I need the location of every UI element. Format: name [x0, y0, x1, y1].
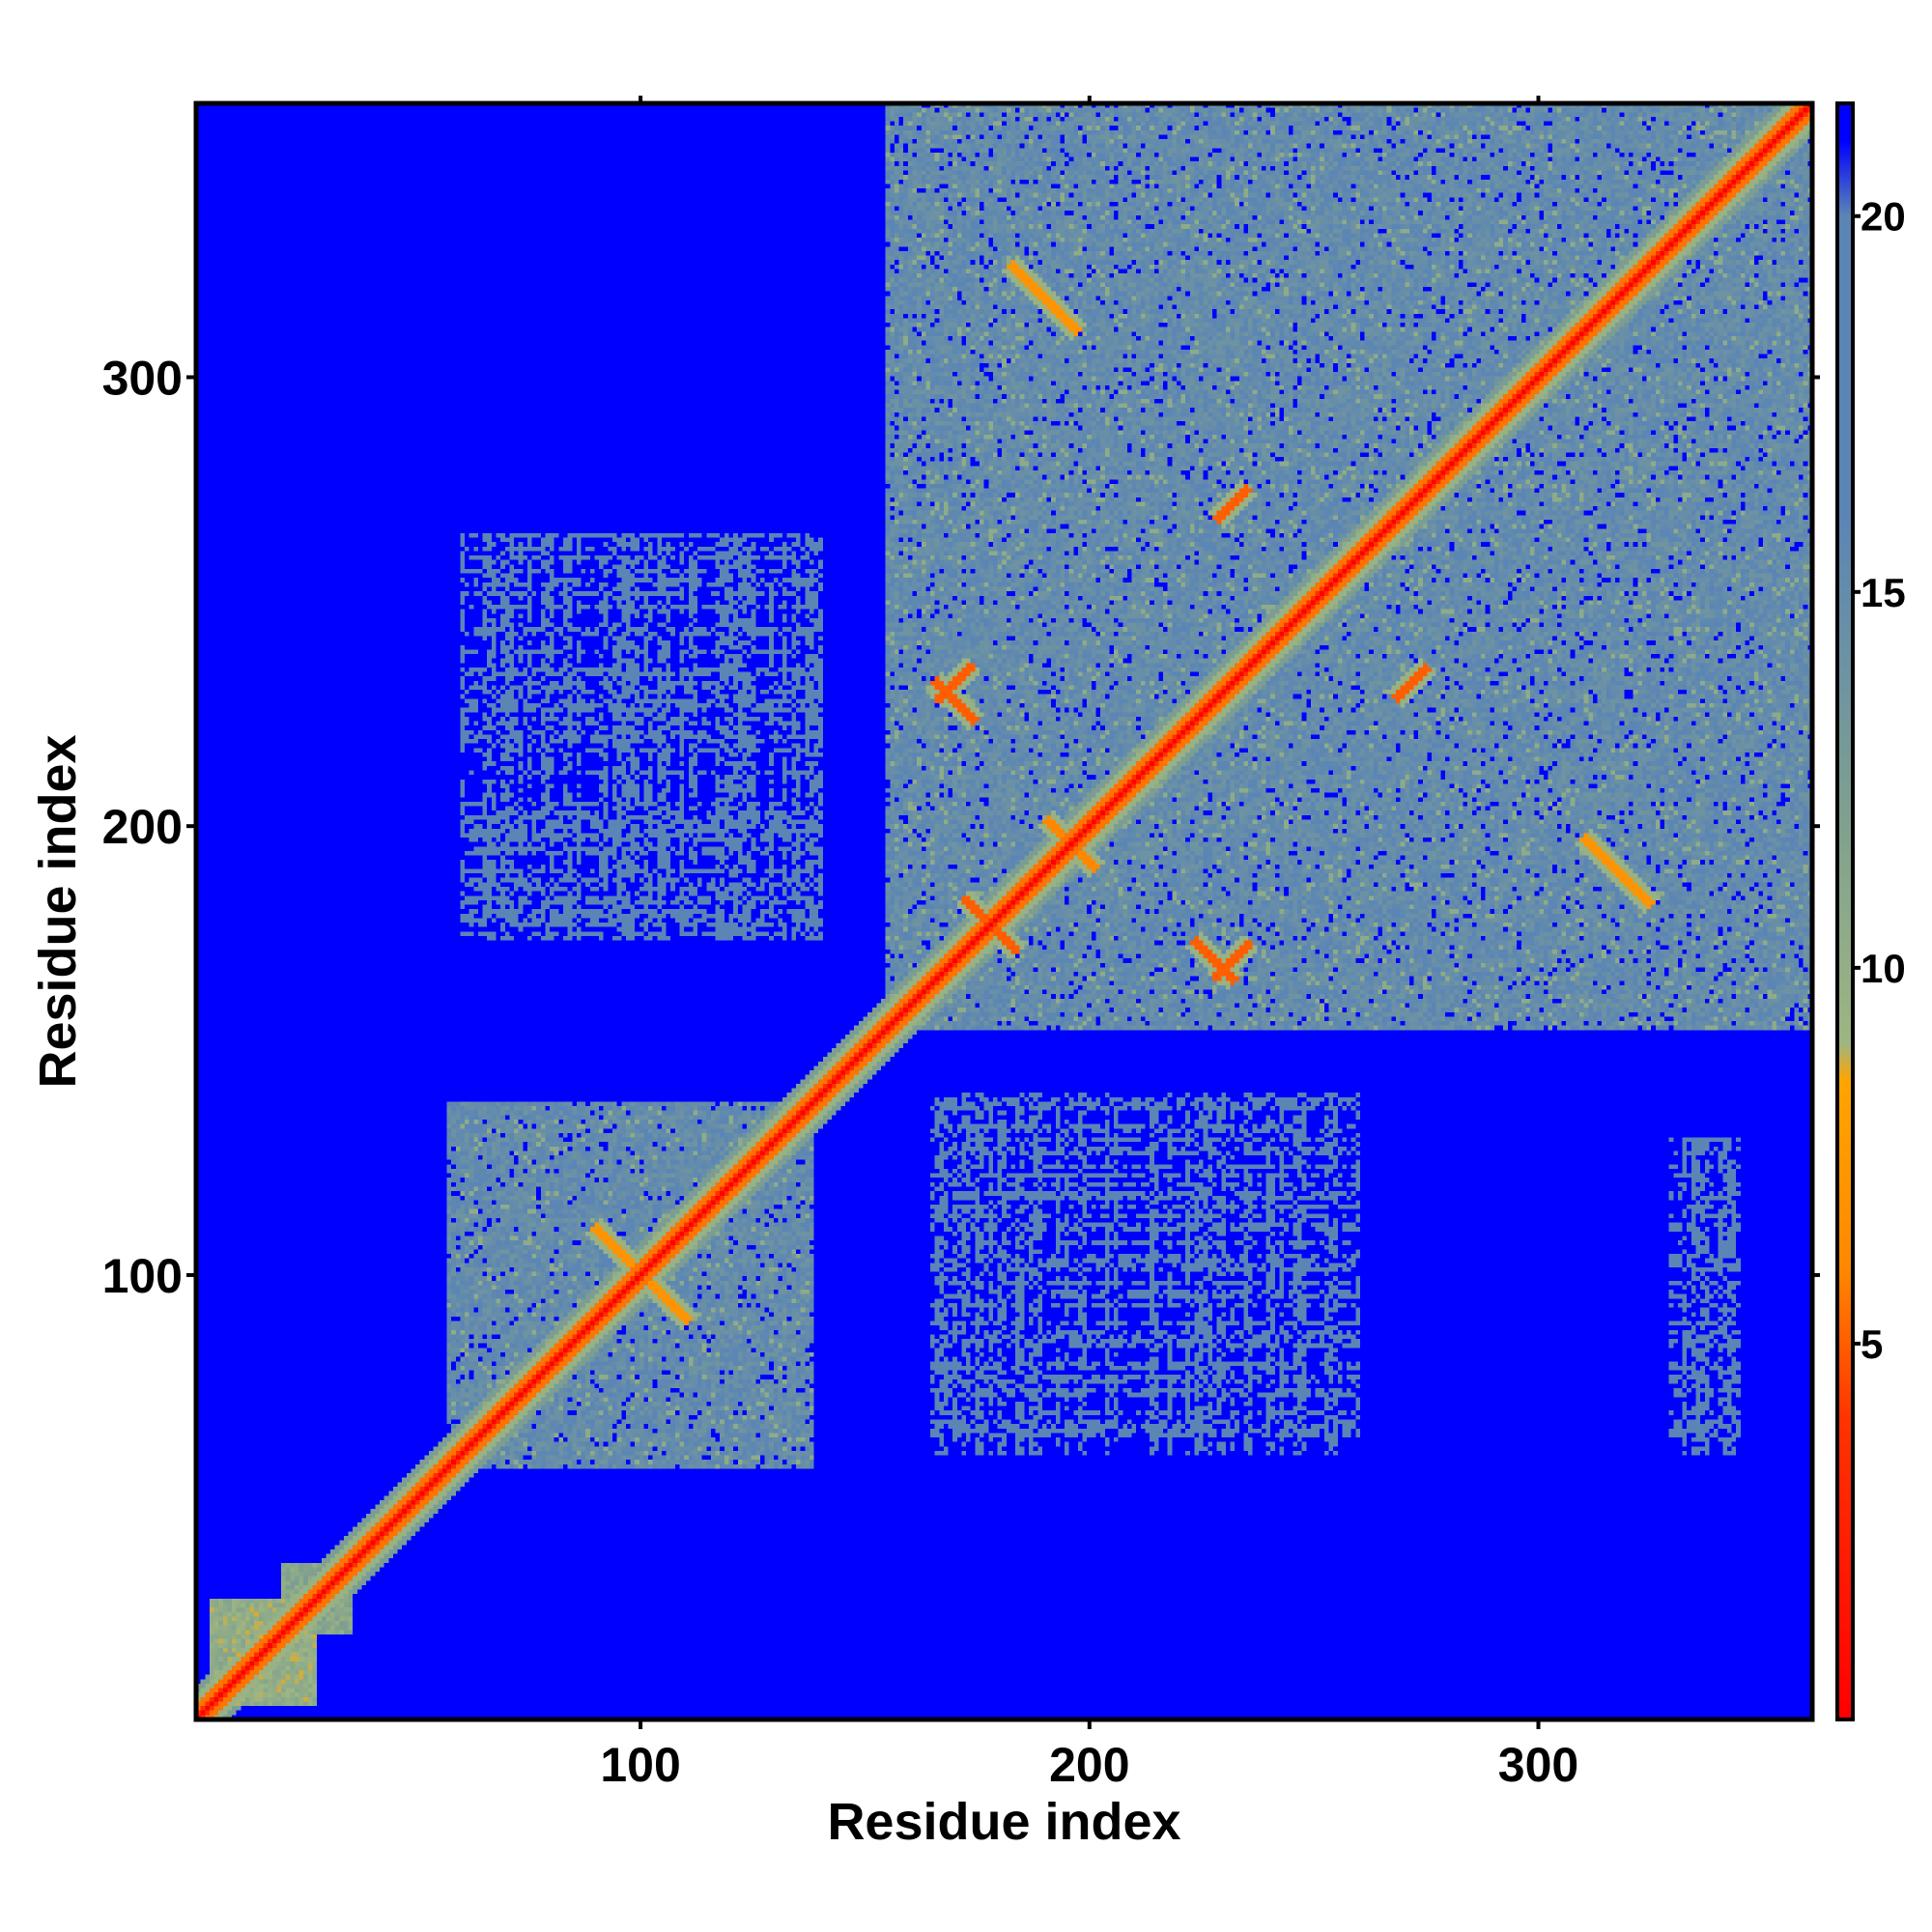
colorbar-frame: [1835, 101, 1855, 1721]
x-axis-title: Residue index: [827, 1793, 1180, 1851]
colorbar-tick-label: 5: [1861, 1321, 1883, 1367]
x-tick-label: 300: [1498, 1738, 1578, 1792]
y-tick-label: 100: [102, 1249, 183, 1303]
heatmap-matrix: [196, 103, 1812, 1719]
x-axis-ticks: 100 200 300: [600, 96, 1578, 1792]
y-tick-label: 200: [102, 800, 183, 854]
colorbar-tick-label: 10: [1861, 946, 1906, 991]
x-tick-label: 200: [1049, 1738, 1129, 1792]
y-axis-title: Residue index: [29, 734, 87, 1088]
colorbar-ticks: 5 10 15 20: [1853, 194, 1906, 1367]
plot-frame: [193, 100, 1815, 1722]
x-tick-label: 100: [600, 1738, 680, 1792]
colorbar: [1837, 103, 1853, 1719]
colorbar-tick-label: 20: [1861, 194, 1906, 240]
y-axis-ticks: 100 200 300: [102, 351, 1820, 1303]
y-tick-label: 300: [102, 351, 183, 405]
colorbar-tick-label: 15: [1861, 570, 1906, 615]
